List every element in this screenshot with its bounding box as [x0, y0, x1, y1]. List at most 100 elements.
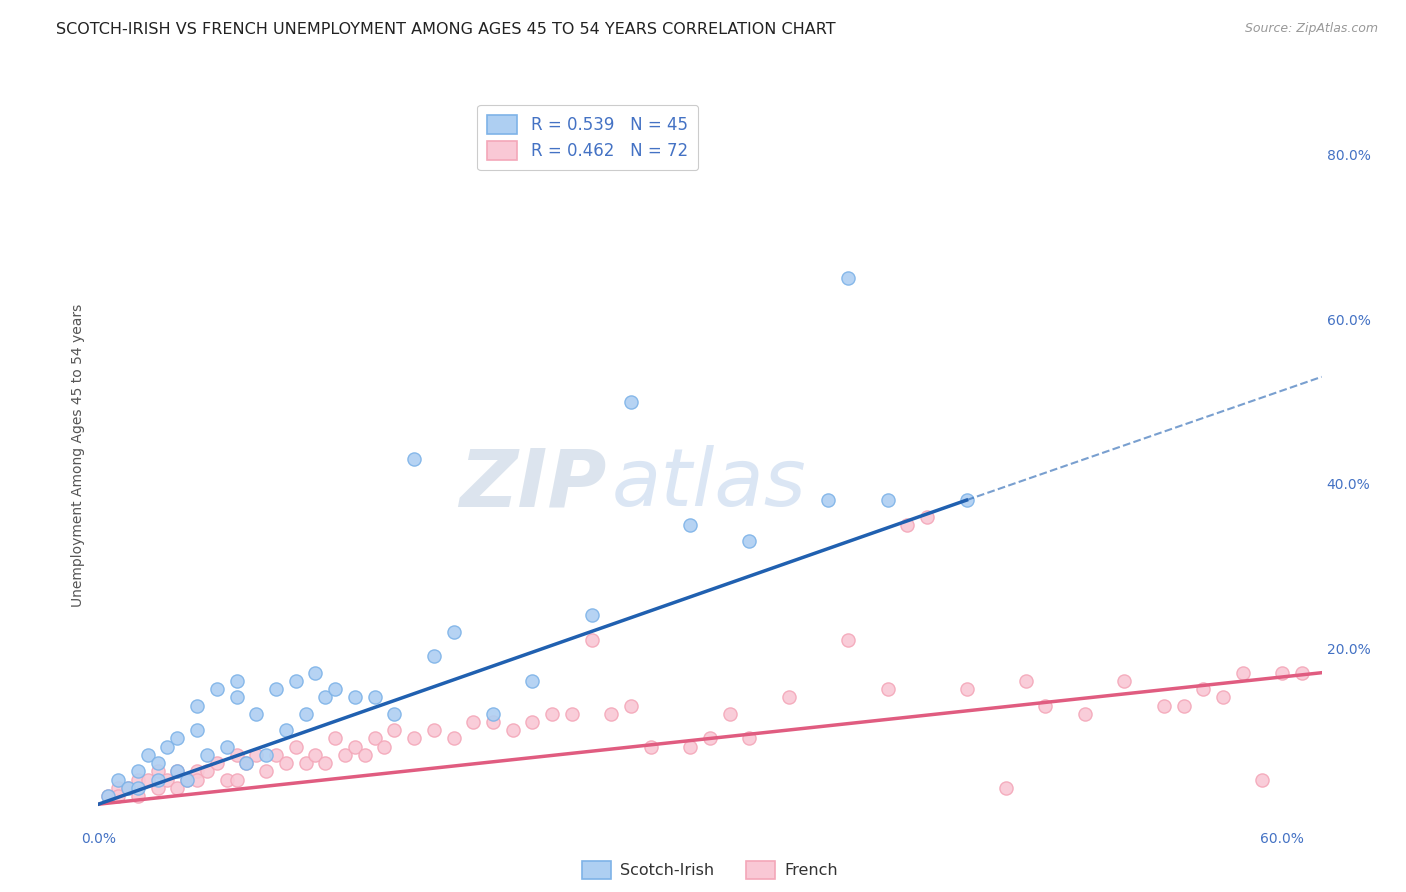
Point — [225, 673, 247, 688]
Text: Source: ZipAtlas.com: Source: ZipAtlas.com — [1244, 22, 1378, 36]
Text: SCOTCH-IRISH VS FRENCH UNEMPLOYMENT AMONG AGES 45 TO 54 YEARS CORRELATION CHART: SCOTCH-IRISH VS FRENCH UNEMPLOYMENT AMON… — [56, 22, 835, 37]
Point — [1173, 698, 1195, 713]
Point — [581, 608, 603, 623]
Legend: Scotch-Irish, French: Scotch-Irish, French — [575, 855, 845, 886]
Point — [404, 731, 426, 746]
Point — [443, 731, 465, 746]
Point — [264, 747, 287, 762]
Point — [136, 747, 159, 762]
Point — [1015, 673, 1038, 688]
Point — [156, 772, 179, 787]
Point — [323, 682, 346, 697]
Point — [127, 772, 149, 787]
Point — [620, 394, 643, 409]
Point — [382, 706, 405, 721]
Point — [620, 698, 643, 713]
Point — [146, 764, 169, 779]
Point — [304, 665, 326, 680]
Point — [127, 764, 149, 779]
Point — [955, 682, 977, 697]
Point — [205, 756, 228, 771]
Point — [127, 789, 149, 803]
Point — [502, 723, 524, 738]
Point — [876, 493, 898, 508]
Point — [1251, 772, 1274, 787]
Point — [195, 747, 218, 762]
Point — [215, 739, 238, 754]
Point — [107, 772, 129, 787]
Point — [343, 690, 366, 705]
Point — [186, 723, 208, 738]
Text: ZIP: ZIP — [458, 445, 606, 524]
Point — [463, 714, 485, 729]
Point — [896, 517, 918, 532]
Point — [245, 706, 267, 721]
Point — [254, 747, 277, 762]
Point — [294, 756, 316, 771]
Point — [235, 756, 257, 771]
Point — [314, 690, 336, 705]
Point — [1212, 690, 1234, 705]
Point — [166, 764, 188, 779]
Point — [817, 493, 839, 508]
Point — [225, 690, 247, 705]
Point — [107, 789, 129, 803]
Point — [1271, 665, 1294, 680]
Point — [225, 747, 247, 762]
Point — [738, 731, 761, 746]
Point — [363, 690, 385, 705]
Point — [245, 747, 267, 762]
Text: atlas: atlas — [612, 445, 807, 524]
Point — [423, 723, 446, 738]
Point — [600, 706, 623, 721]
Point — [1192, 682, 1215, 697]
Point — [235, 756, 257, 771]
Point — [363, 731, 385, 746]
Point — [146, 772, 169, 787]
Point — [738, 534, 761, 549]
Point — [1074, 706, 1097, 721]
Point — [215, 772, 238, 787]
Point — [333, 747, 356, 762]
Point — [1114, 673, 1136, 688]
Point — [382, 723, 405, 738]
Point — [254, 764, 277, 779]
Point — [186, 764, 208, 779]
Point — [699, 731, 721, 746]
Point — [97, 789, 120, 803]
Point — [541, 706, 564, 721]
Point — [1035, 698, 1057, 713]
Point — [1291, 665, 1313, 680]
Point — [284, 673, 307, 688]
Point — [561, 706, 583, 721]
Point — [640, 739, 662, 754]
Point — [876, 682, 898, 697]
Point — [264, 682, 287, 697]
Point — [581, 632, 603, 647]
Point — [284, 739, 307, 754]
Point — [166, 780, 188, 795]
Point — [225, 772, 247, 787]
Point — [679, 739, 702, 754]
Point — [107, 780, 129, 795]
Point — [343, 739, 366, 754]
Point — [176, 772, 198, 787]
Point — [679, 517, 702, 532]
Point — [718, 706, 741, 721]
Point — [955, 493, 977, 508]
Point — [423, 649, 446, 664]
Point — [97, 789, 120, 803]
Point — [186, 698, 208, 713]
Point — [127, 780, 149, 795]
Point — [205, 682, 228, 697]
Point — [274, 723, 297, 738]
Point — [166, 731, 188, 746]
Point — [176, 772, 198, 787]
Point — [915, 509, 938, 524]
Point — [166, 764, 188, 779]
Point — [195, 764, 218, 779]
Point — [522, 714, 544, 729]
Point — [778, 690, 800, 705]
Point — [404, 452, 426, 467]
Point — [443, 624, 465, 639]
